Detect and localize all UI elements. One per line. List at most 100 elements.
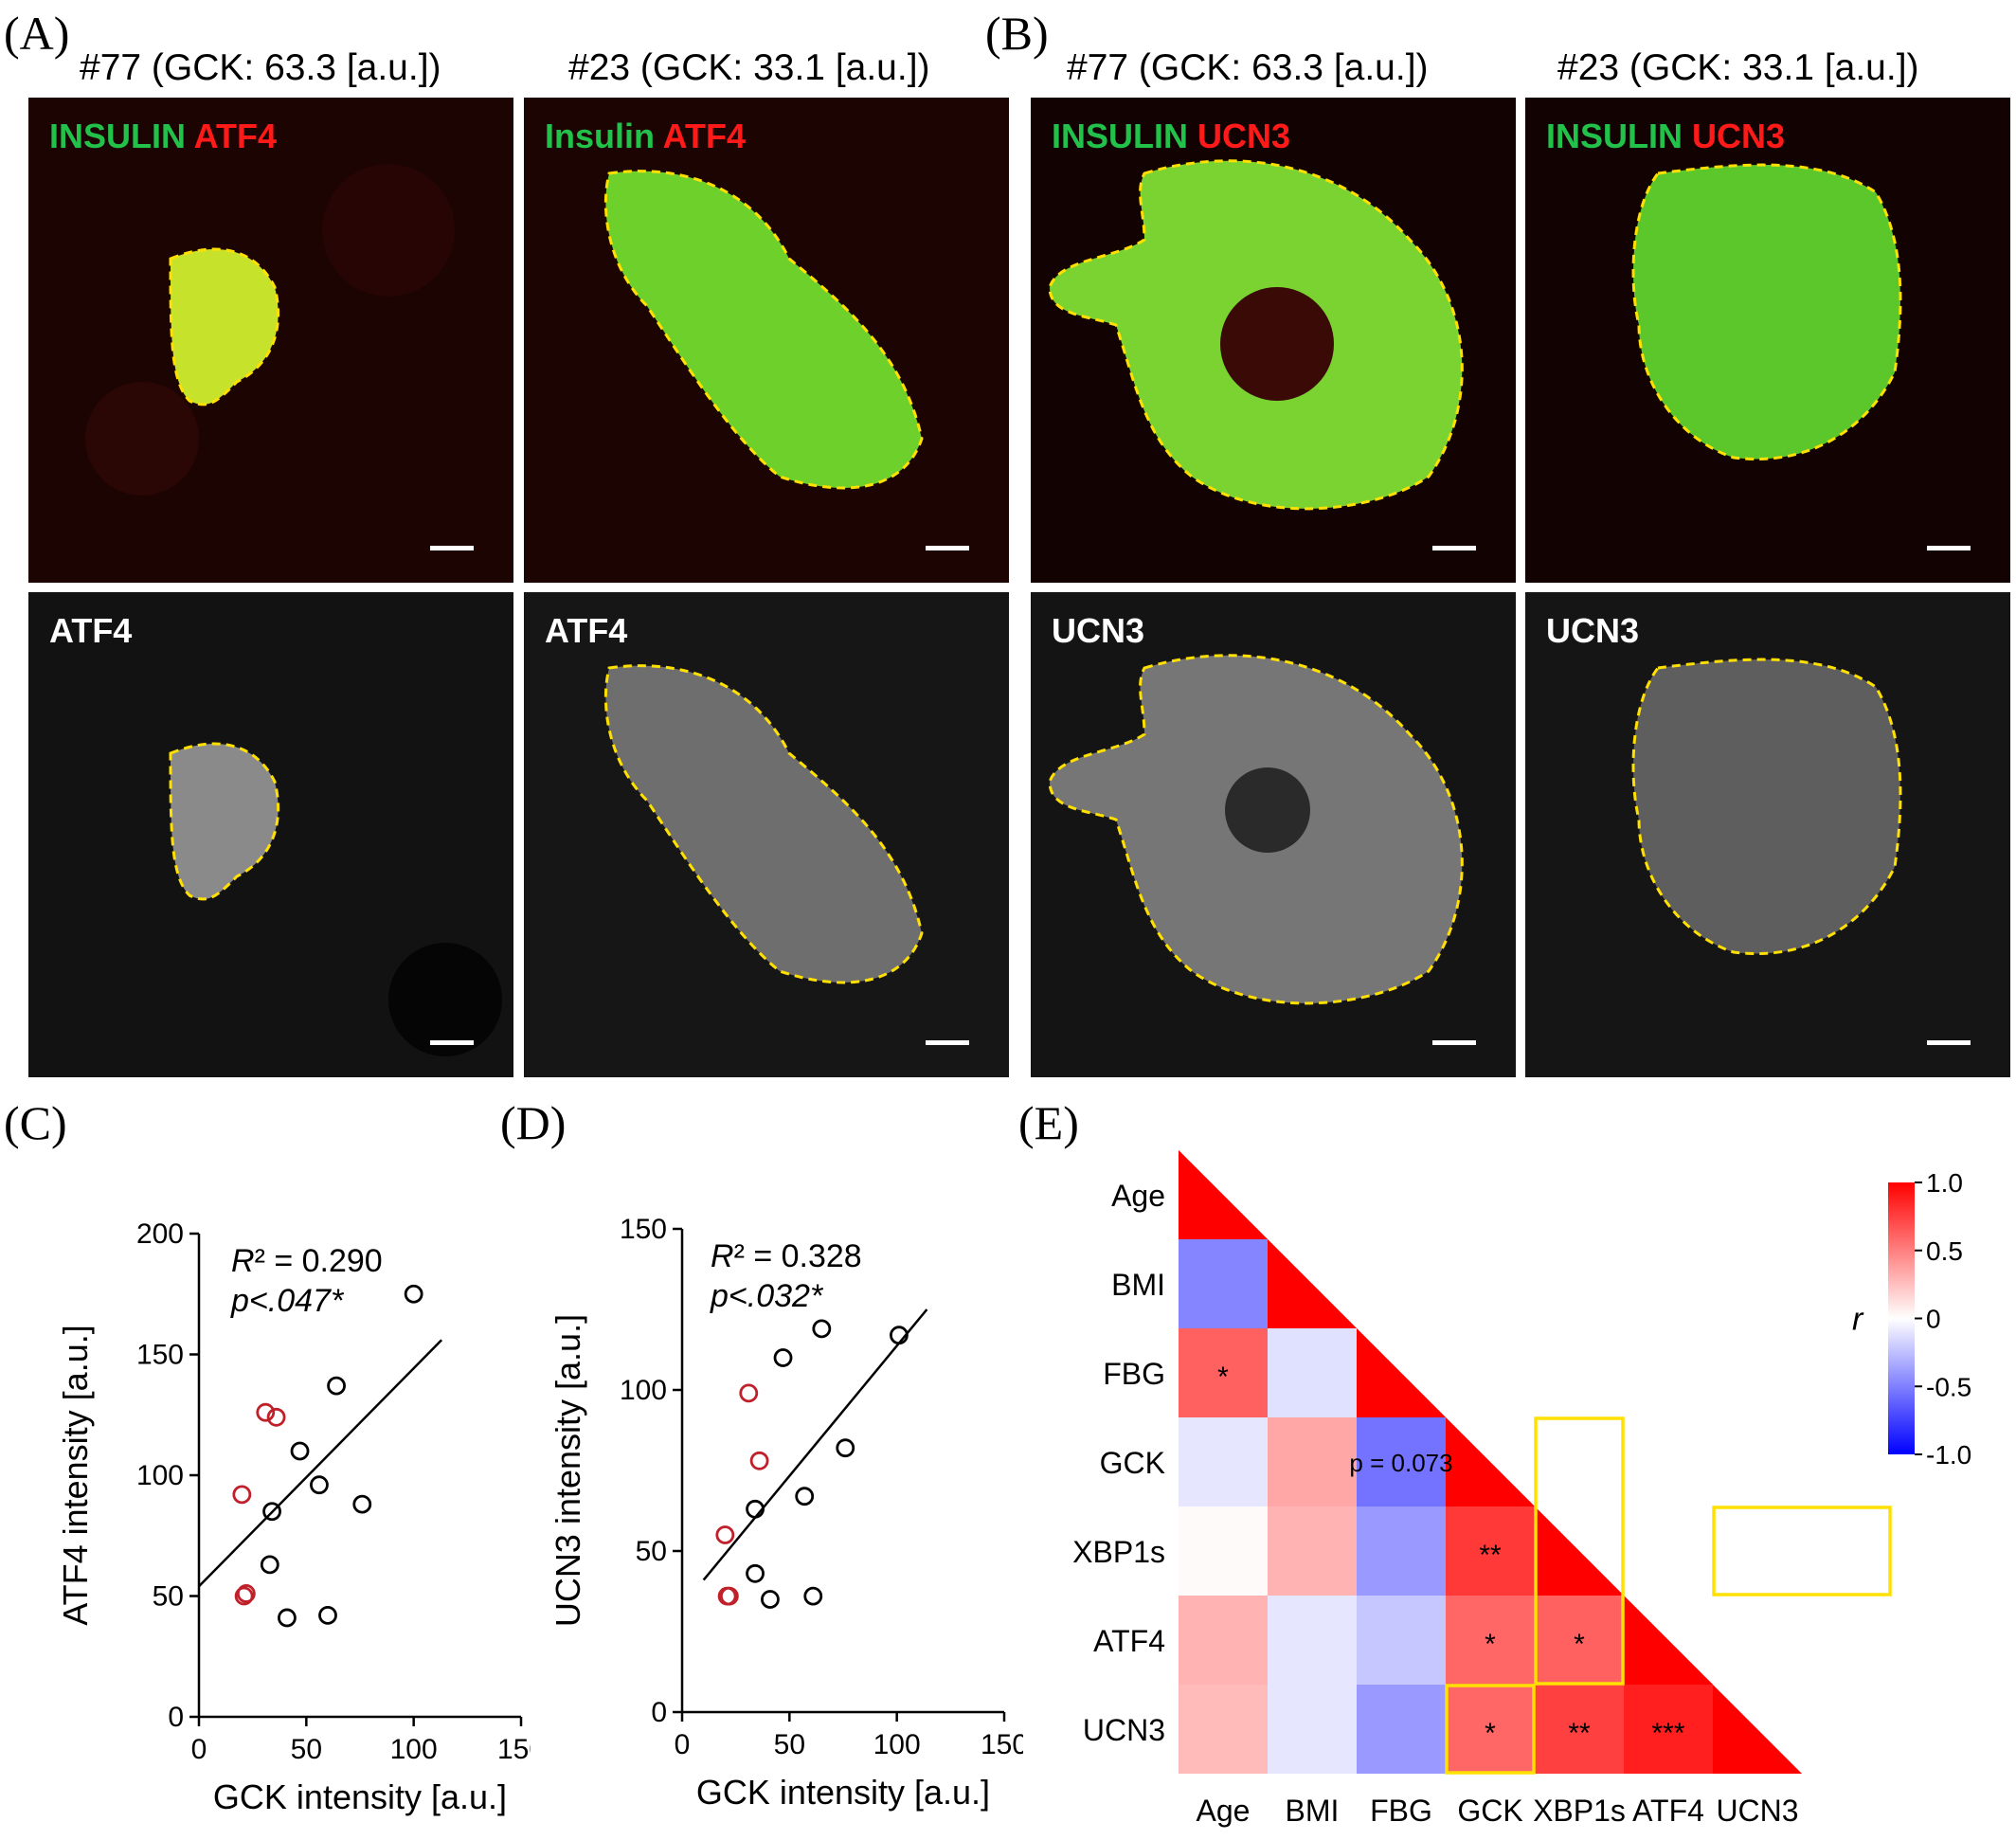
micrograph-gray-4-image bbox=[1525, 592, 2010, 1077]
panel-label-d: (D) bbox=[500, 1096, 567, 1149]
micrograph-merge-1-image bbox=[28, 98, 513, 583]
stain-label-bottom-2: ATF4 bbox=[545, 611, 628, 650]
atf4-scatter-data-point bbox=[352, 1494, 372, 1514]
atf4-scatter-x-axis-label: GCK intensity [a.u.] bbox=[213, 1777, 507, 1816]
micrograph-gray-2: ATF4 bbox=[524, 592, 1009, 1077]
significance-marker: * bbox=[1217, 1362, 1229, 1393]
atf4-scatter-y-tick-label: 200 bbox=[136, 1218, 184, 1250]
ucn3-scatter-x-tick-label: 0 bbox=[675, 1729, 691, 1760]
colorbar-tick-label: -1.0 bbox=[1926, 1440, 1971, 1470]
colorbar-tick-label: 1.0 bbox=[1926, 1168, 1963, 1198]
micrograph-merge-2: Insulin ATF4 bbox=[524, 98, 1009, 583]
stain-label-bottom-4: UCN3 bbox=[1546, 611, 1640, 650]
heatmap-cell bbox=[1446, 1685, 1535, 1774]
colorbar-tick-label: 0.5 bbox=[1926, 1236, 1963, 1266]
heatmap-column-label: FBG bbox=[1370, 1794, 1432, 1828]
scale-bar bbox=[926, 1040, 969, 1045]
heatmap-cell bbox=[1179, 1417, 1268, 1506]
atf4-scatter-data-point bbox=[266, 1407, 286, 1427]
scale-bar bbox=[1432, 1040, 1476, 1045]
heatmap-cell bbox=[1179, 1328, 1268, 1417]
heatmap-cell bbox=[1357, 1417, 1446, 1506]
heatmap-cell bbox=[1179, 1596, 1268, 1685]
heatmap-cell bbox=[1357, 1506, 1446, 1596]
stain-label-top-3: INSULIN UCN3 bbox=[1052, 117, 1291, 155]
atf4-scatter-y-axis-label: ATF4 intensity [a.u.] bbox=[56, 1325, 95, 1625]
heatmap-diagonal-cell bbox=[1268, 1239, 1357, 1328]
scale-bar bbox=[430, 1040, 474, 1045]
heatmap-diagonal-cell bbox=[1179, 1150, 1268, 1239]
atf4-scatter-data-point bbox=[234, 1586, 254, 1606]
panel-label-a: (A) bbox=[4, 7, 70, 60]
micrograph-gray-2-image bbox=[524, 592, 1009, 1077]
colorbar bbox=[1888, 1182, 1915, 1454]
significance-marker: * bbox=[1574, 1629, 1585, 1660]
atf4-scatter-y-tick-label: 0 bbox=[168, 1702, 184, 1733]
micrograph-gray-1-image bbox=[28, 592, 513, 1077]
ucn3-scatter-y-tick-label: 50 bbox=[636, 1536, 667, 1567]
heatmap-cell bbox=[1179, 1685, 1268, 1774]
highlight-box bbox=[1534, 1416, 1625, 1686]
scale-bar bbox=[1432, 546, 1476, 550]
ucn3-scatter-data-point bbox=[812, 1319, 832, 1339]
significance-marker: ** bbox=[1568, 1718, 1591, 1749]
heatmap-cell bbox=[1179, 1506, 1268, 1596]
significance-marker: *** bbox=[1651, 1718, 1684, 1749]
heatmap-column-label: GCK bbox=[1457, 1794, 1522, 1828]
heatmap-cell bbox=[1268, 1417, 1357, 1506]
heatmap-cell bbox=[1535, 1685, 1624, 1774]
ucn3-scatter-data-point bbox=[749, 1451, 769, 1470]
correlation-heatmap: *p = 0.073*** ** ** ***AgeAgeBMIBMIFBGFBGGC… bbox=[1072, 1150, 1971, 1828]
ucn3-scatter-y-tick-label: 150 bbox=[620, 1214, 667, 1245]
heatmap-column-label: BMI bbox=[1286, 1794, 1340, 1828]
ucn3-scatter-x-tick-label: 100 bbox=[873, 1729, 921, 1760]
micrograph-merge-4: INSULIN UCN3 bbox=[1525, 98, 2010, 583]
colorbar-tick-label: 0 bbox=[1926, 1305, 1941, 1334]
micrograph-title-1: #77 (GCK: 63.3 [a.u.]) bbox=[80, 47, 441, 88]
ucn3-scatter-regression-line bbox=[702, 1308, 928, 1581]
ucn3-scatter-y-tick-label: 0 bbox=[651, 1697, 667, 1728]
ucn3-scatter-data-point bbox=[719, 1586, 739, 1606]
micrograph-gray-3: UCN3 bbox=[1031, 592, 1516, 1077]
atf4-scatter-p-annotation: p<.047* bbox=[230, 1283, 345, 1319]
heatmap-cell bbox=[1446, 1506, 1535, 1596]
ucn3-scatter-x-tick-label: 150 bbox=[981, 1729, 1023, 1760]
colorbar-tick-label: -0.5 bbox=[1926, 1372, 1971, 1401]
heatmap-diagonal-cell bbox=[1446, 1417, 1535, 1506]
atf4-scatter-x-tick-label: 100 bbox=[390, 1734, 438, 1765]
heatmap-row-label: XBP1s bbox=[1072, 1535, 1165, 1569]
stain-label-top-4: INSULIN UCN3 bbox=[1546, 117, 1786, 155]
atf4-scatter-data-point bbox=[262, 1502, 281, 1522]
atf4-scatter-data-point bbox=[236, 1584, 256, 1603]
heatmap-diagonal-cell bbox=[1713, 1685, 1802, 1774]
atf4-scatter-y-tick-label: 100 bbox=[136, 1460, 184, 1491]
heatmap-cell bbox=[1357, 1596, 1446, 1685]
stain-label-top-2: Insulin ATF4 bbox=[545, 117, 746, 155]
heatmap-row-label: FBG bbox=[1103, 1357, 1165, 1391]
micrograph-gray-4: UCN3 bbox=[1525, 592, 2010, 1077]
stain-label-top-1: INSULIN ATF4 bbox=[49, 117, 277, 155]
heatmap-cell bbox=[1357, 1685, 1446, 1774]
atf4-scatter-data-point bbox=[327, 1376, 346, 1396]
heatmap-column-label: ATF4 bbox=[1632, 1794, 1704, 1828]
atf4-scatter-data-point bbox=[404, 1284, 423, 1304]
micrograph-merge-2-image bbox=[524, 98, 1009, 583]
heatmap-cell bbox=[1268, 1685, 1357, 1774]
ucn3-scatter-data-point bbox=[795, 1487, 815, 1506]
stain-label-bottom-3: UCN3 bbox=[1052, 611, 1145, 650]
ucn3-scatter-y-axis-label: UCN3 intensity [a.u.] bbox=[549, 1314, 587, 1627]
scale-bar bbox=[1927, 1040, 1971, 1045]
colorbar-title: r bbox=[1852, 1302, 1864, 1338]
heatmap-row-label: UCN3 bbox=[1083, 1713, 1165, 1747]
panel-label-e: (E) bbox=[1018, 1096, 1079, 1149]
micrograph-gray-1: ATF4 bbox=[28, 592, 513, 1077]
ucn3-scatter-data-point bbox=[890, 1326, 909, 1345]
ucn3-scatter-r2-annotation: R² = 0.328 bbox=[711, 1238, 862, 1274]
panel-label-b: (B) bbox=[985, 7, 1049, 60]
atf4-scatter-r2-annotation: R² = 0.290 bbox=[231, 1243, 383, 1279]
heatmap-column-label: UCN3 bbox=[1716, 1794, 1798, 1828]
micrograph-merge-4-image bbox=[1525, 98, 2010, 583]
heatmap-diagonal-cell bbox=[1535, 1506, 1624, 1596]
micrograph-title-3: #77 (GCK: 63.3 [a.u.]) bbox=[1067, 47, 1429, 88]
atf4-scatter-data-point bbox=[232, 1485, 252, 1505]
